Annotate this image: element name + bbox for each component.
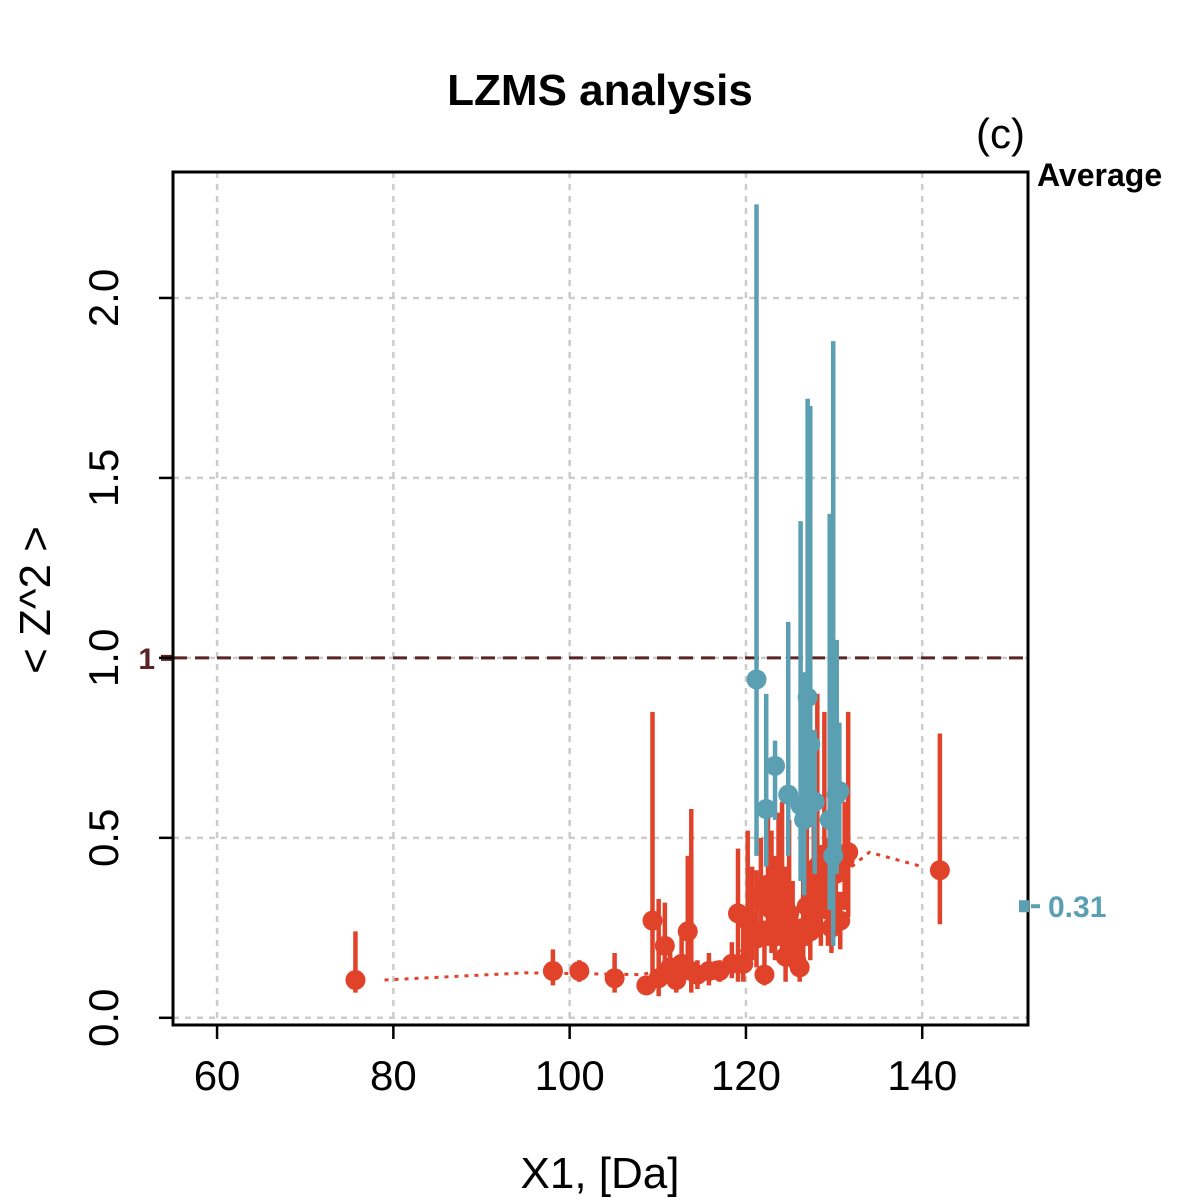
teal-data-point: [829, 781, 850, 802]
red-data-point: [779, 903, 800, 924]
red-data-point: [746, 928, 767, 949]
teal-series: [746, 204, 850, 946]
teal-data-point: [823, 845, 844, 866]
red-data-point: [345, 970, 366, 991]
teal-data-point: [819, 809, 840, 830]
y-axis-label: < Z^2 >: [11, 526, 60, 674]
reference-line-group: 1: [138, 643, 1028, 676]
red-data-point: [604, 968, 625, 989]
red-data-point: [838, 842, 859, 863]
teal-data-point: [756, 799, 777, 820]
x-tick-label: 60: [194, 1052, 241, 1099]
teal-data-point: [804, 791, 825, 812]
trend-line-group: [384, 850, 923, 982]
x-axis-label: X1, [Da]: [521, 1149, 680, 1198]
red-data-point: [654, 935, 675, 956]
chart-title: LZMS analysis: [447, 66, 753, 115]
average-heading: Average: [1037, 157, 1162, 193]
red-data-point: [789, 957, 810, 978]
red-data-point: [754, 964, 775, 985]
x-tick-label: 140: [887, 1052, 957, 1099]
reference-line-label: 1: [138, 643, 155, 676]
teal-data-point: [797, 687, 818, 708]
trend-line: [384, 850, 923, 982]
y-tick-label: 2.0: [80, 269, 127, 327]
grid-lines: [173, 172, 1028, 1025]
red-data-point: [733, 953, 754, 974]
red-data-point: [677, 921, 698, 942]
red-data-point: [765, 914, 786, 935]
teal-data-point: [794, 809, 815, 830]
red-data-point: [800, 921, 821, 942]
red-data-point: [666, 970, 687, 991]
teal-data-point: [746, 669, 767, 690]
y-tick-label: 0.5: [80, 809, 127, 867]
y-axis: 0.0 0.5 1.0 1.5 2.0: [80, 269, 173, 1047]
y-tick-label: 1.5: [80, 449, 127, 507]
y-tick-label: 1.0: [80, 629, 127, 687]
red-series: [345, 693, 950, 997]
y-tick-label: 0.0: [80, 989, 127, 1047]
panel-label: (c): [976, 110, 1025, 157]
plot-frame: [171, 170, 1030, 1027]
red-data-point: [542, 961, 563, 982]
red-data-point: [642, 910, 663, 931]
x-tick-label: 120: [711, 1052, 781, 1099]
average-marker-group: 0.31: [1019, 891, 1106, 924]
teal-data-point: [765, 755, 786, 776]
teal-data-point: [800, 734, 821, 755]
x-tick-label: 100: [535, 1052, 605, 1099]
red-data-point: [929, 860, 950, 881]
x-axis: 60 80 100 120 140: [194, 1025, 957, 1099]
red-data-point: [768, 867, 789, 888]
average-value: 0.31: [1048, 891, 1106, 924]
red-data-point: [569, 961, 590, 982]
x-tick-label: 80: [370, 1052, 417, 1099]
average-marker: [1019, 900, 1029, 913]
